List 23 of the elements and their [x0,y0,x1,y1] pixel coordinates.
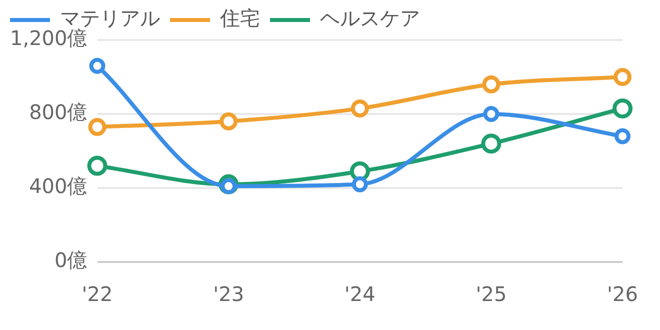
legend-label: ヘルスケア [320,6,420,30]
point [614,68,632,86]
x-tick-label: '24 [344,282,376,306]
point [87,156,108,176]
legend-label: 住宅 [219,6,260,30]
point [89,58,106,74]
point [220,112,238,130]
point [481,134,502,154]
y-tick-label: 0億 [54,248,88,272]
point [483,106,500,122]
y-tick-label: 800億 [29,100,88,124]
x-tick-label: '25 [476,282,507,306]
x-tick-label: '26 [607,282,638,306]
point [352,176,368,192]
y-tick-label: 1,200億 [10,26,88,50]
point [482,75,500,94]
point [350,99,369,118]
point [88,118,106,136]
x-tick-label: '22 [82,282,113,306]
point [612,98,633,118]
y-tick-label: 400億 [29,174,88,198]
point [614,128,631,144]
x-tick-label: '23 [213,282,244,306]
